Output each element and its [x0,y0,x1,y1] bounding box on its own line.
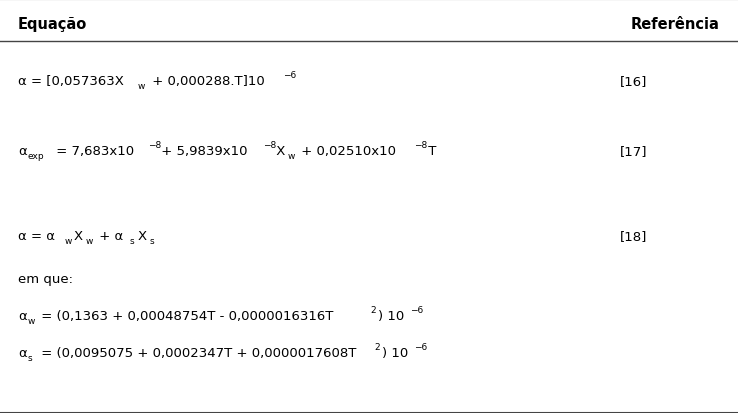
Text: = (0,0095075 + 0,0002347T + 0,0000017608T: = (0,0095075 + 0,0002347T + 0,0000017608… [37,346,356,359]
Text: + 5,9839x10: + 5,9839x10 [157,145,247,158]
Text: α: α [18,309,27,322]
Text: −8: −8 [414,141,427,150]
Text: w: w [138,82,145,91]
Text: ) 10: ) 10 [378,309,404,322]
Text: em que:: em que: [18,272,73,285]
Text: [17]: [17] [620,145,647,158]
Text: s: s [150,236,155,245]
Text: −8: −8 [148,141,161,150]
Text: w: w [28,316,35,325]
Text: X: X [74,230,83,242]
Text: [18]: [18] [620,230,647,242]
Text: −6: −6 [414,342,427,351]
Text: + 0,02510x10: + 0,02510x10 [297,145,396,158]
Text: T: T [424,145,436,158]
Text: = (0,1363 + 0,00048754T - 0,0000016316T: = (0,1363 + 0,00048754T - 0,0000016316T [37,309,334,322]
Text: Equação: Equação [18,17,87,31]
Text: w: w [288,152,295,161]
Text: X: X [272,145,286,158]
Text: + α: + α [95,230,123,242]
Text: X: X [138,230,147,242]
Text: w: w [65,236,72,245]
Text: Referência: Referência [631,17,720,31]
Text: = 7,683x10: = 7,683x10 [52,145,134,158]
Text: α = [0,057363X: α = [0,057363X [18,75,124,88]
Text: −6: −6 [410,305,424,314]
Text: ) 10: ) 10 [382,346,408,359]
Text: + 0,000288.T]10: + 0,000288.T]10 [148,75,265,88]
Text: α = α: α = α [18,230,55,242]
Text: s: s [130,236,134,245]
Text: w: w [86,236,94,245]
Text: [16]: [16] [620,75,647,88]
Text: −6: −6 [283,71,296,80]
Text: s: s [28,353,32,362]
Text: 2: 2 [374,342,379,351]
Text: α: α [18,346,27,359]
Text: exp: exp [28,152,44,161]
Text: 2: 2 [370,305,376,314]
Text: α: α [18,145,27,158]
Text: −8: −8 [263,141,276,150]
